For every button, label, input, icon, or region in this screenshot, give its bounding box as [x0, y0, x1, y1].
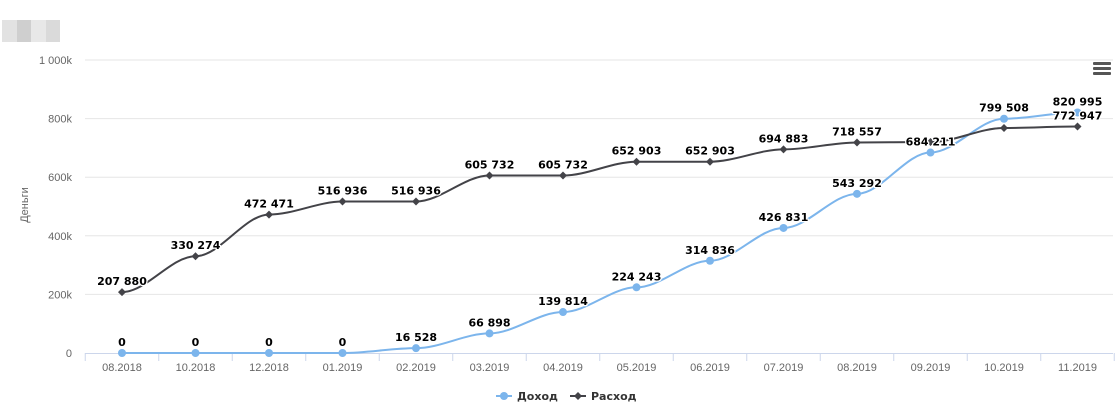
data-label: 772 947	[1053, 110, 1103, 123]
data-label: 0	[118, 336, 126, 349]
data-label: 472 471	[244, 198, 294, 211]
data-label: 516 936	[318, 185, 368, 198]
legend-item-0[interactable]: Доход	[496, 390, 558, 403]
data-point[interactable]	[485, 171, 494, 180]
y-tick-label: 800k	[48, 114, 72, 126]
legend[interactable]: Доход Расход	[496, 390, 637, 403]
data-point[interactable]	[559, 171, 567, 180]
legend-marker-icon	[574, 392, 582, 400]
data-label: 652 903	[612, 145, 662, 158]
x-tick-label: 07.2019	[764, 362, 804, 374]
data-label: 694 883	[759, 132, 809, 145]
legend-label: Доход	[517, 390, 558, 403]
data-point[interactable]	[706, 157, 714, 166]
data-label: 139 814	[538, 295, 588, 308]
data-point[interactable]	[1000, 114, 1008, 123]
data-point[interactable]	[779, 223, 788, 232]
x-tick-label: 04.2019	[543, 362, 583, 374]
legend-marker-icon	[500, 392, 508, 400]
data-point[interactable]	[118, 288, 126, 297]
data-point[interactable]	[853, 189, 861, 198]
data-point[interactable]	[926, 148, 935, 157]
data-label: 799 508	[979, 102, 1029, 115]
data-point[interactable]	[265, 210, 273, 219]
series-layer	[118, 108, 1082, 357]
data-point[interactable]	[1073, 108, 1082, 117]
data-point[interactable]	[632, 157, 641, 166]
data-label: 0	[192, 336, 200, 349]
data-point[interactable]	[853, 138, 861, 147]
data-label: 207 880	[97, 275, 147, 288]
data-point[interactable]	[485, 329, 494, 338]
data-label: 330 274	[171, 239, 221, 252]
y-tick-label: 600k	[48, 172, 72, 184]
data-point[interactable]	[191, 252, 200, 261]
data-label: 516 936	[391, 185, 441, 198]
data-point[interactable]	[1000, 123, 1008, 132]
data-label: 605 732	[538, 159, 588, 172]
data-point[interactable]	[1073, 122, 1082, 131]
data-label: 605 732	[465, 159, 515, 172]
data-point[interactable]	[118, 349, 126, 357]
x-tick-label: 08.2019	[837, 362, 877, 374]
data-point[interactable]	[632, 283, 641, 292]
data-label: 426 831	[759, 211, 809, 224]
data-label: 652 903	[685, 145, 735, 158]
x-tick-label: 12.2018	[249, 362, 289, 374]
data-label: 0	[339, 336, 347, 349]
x-tick-label: 08.2018	[102, 362, 142, 374]
data-point[interactable]	[559, 308, 567, 317]
data-label: 543 292	[832, 177, 882, 190]
data-label: 0	[265, 336, 273, 349]
y-tick-label: 200k	[48, 289, 72, 301]
data-point[interactable]	[412, 197, 420, 206]
x-tick-label: 01.2019	[323, 362, 363, 374]
data-point[interactable]	[779, 145, 788, 154]
x-tick-label: 03.2019	[470, 362, 510, 374]
data-label: 820 995	[1053, 95, 1103, 108]
data-label: 66 898	[468, 316, 510, 329]
grid-lines	[85, 59, 1113, 295]
y-tick-label: 0	[66, 348, 72, 360]
x-tick-label: 06.2019	[690, 362, 730, 374]
data-label: 718 557	[832, 125, 882, 138]
blurred-logo	[2, 20, 60, 42]
x-tick-label: 11.2019	[1058, 362, 1097, 374]
data-label: 16 528	[395, 331, 437, 344]
x-tick-label: 09.2019	[911, 362, 951, 374]
data-point[interactable]	[338, 349, 347, 357]
data-point[interactable]	[706, 256, 714, 265]
series-line-0	[122, 111, 1078, 355]
data-label: 224 243	[612, 270, 662, 283]
y-tick-label: 1 000k	[39, 55, 73, 67]
chart-menu-hamburger-icon[interactable]	[1093, 62, 1111, 76]
data-point[interactable]	[265, 349, 273, 357]
x-tick-label: 10.2019	[984, 362, 1024, 374]
y-axis-title: Деньги	[19, 187, 31, 223]
data-labels: 0 0 0 0 16 528 66 898 139 814 224 243 314 836 426…	[96, 94, 1104, 350]
x-tick-label: 02.2019	[396, 362, 436, 374]
data-point[interactable]	[412, 344, 420, 353]
legend-item-1[interactable]: Расход	[570, 390, 637, 403]
axes: 0 200k 400k 600k 800k 1 000k 08.2018 10.2018 12.…	[39, 55, 1115, 374]
data-point[interactable]	[338, 197, 347, 206]
y-tick-label: 400k	[48, 231, 72, 243]
data-point[interactable]	[191, 349, 200, 357]
data-label: 314 836	[685, 244, 735, 257]
x-tick-label: 05.2019	[617, 362, 657, 374]
data-point[interactable]	[926, 138, 935, 147]
data-label: 684 211	[906, 136, 956, 149]
x-tick-label: 10.2018	[176, 362, 216, 374]
legend-label: Расход	[591, 390, 637, 403]
